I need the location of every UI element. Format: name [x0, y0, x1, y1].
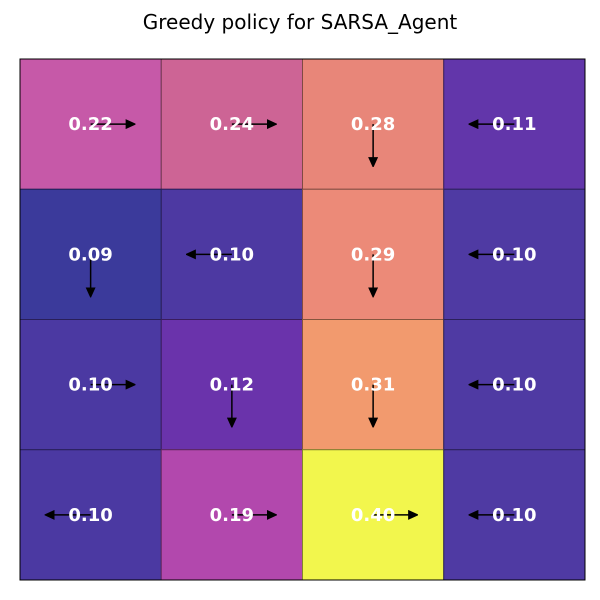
cell-value-label: 0.10 [68, 375, 112, 396]
cell-value-label: 0.11 [492, 114, 536, 135]
cell-value-label: 0.40 [351, 505, 395, 526]
cell-value-label: 0.10 [68, 505, 112, 526]
cell-value-label: 0.19 [210, 505, 254, 526]
cell-value-label: 0.22 [68, 114, 112, 135]
cell-value-label: 0.10 [210, 244, 254, 265]
heatmap-cells [19, 58, 586, 581]
cell-value-label: 0.10 [492, 244, 536, 265]
cell-value-label: 0.24 [210, 114, 254, 135]
policy-arrows [54, 124, 515, 515]
cell-value-label: 0.10 [492, 375, 536, 396]
cell-value-label: 0.10 [492, 505, 536, 526]
cell-value-label: 0.12 [210, 375, 254, 396]
cell-value-label: 0.09 [68, 244, 112, 265]
cell-value-label: 0.29 [351, 244, 395, 265]
value-labels: 0.22 0.24 0.28 0.11 0.09 0.10 0.29 0.10 0.10 0.12… [68, 114, 536, 526]
cell-value-label: 0.28 [351, 114, 395, 135]
chart-title: Greedy policy for SARSA_Agent [142, 10, 458, 34]
plot-frame [19, 58, 586, 581]
cell-value-label: 0.31 [351, 375, 395, 396]
